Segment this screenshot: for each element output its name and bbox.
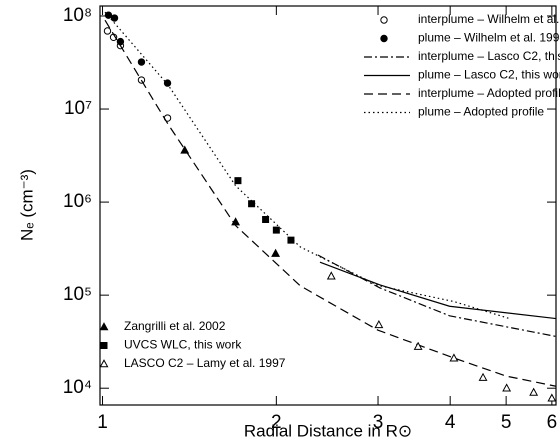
legend-label: UVCS WLC, this work	[124, 338, 242, 352]
marker	[272, 226, 280, 234]
marker	[529, 387, 539, 396]
marker	[234, 177, 242, 185]
legend-label: plume – Lasco C2, this work	[418, 68, 560, 82]
marker	[413, 341, 423, 350]
y-tick-label: 10⁶	[63, 191, 92, 212]
x-tick-label: 2	[271, 412, 282, 433]
marker	[163, 79, 172, 87]
line	[104, 11, 510, 320]
marker	[116, 37, 125, 46]
legend-label: plume – Wilhelm et al. 1998	[418, 31, 560, 45]
y-tick-label: 10⁷	[64, 98, 92, 119]
legend-swatch	[380, 16, 388, 24]
plot-frame	[99, 5, 557, 406]
legend-swatch	[99, 359, 109, 368]
marker	[326, 271, 336, 280]
x-axis-label: Radial Distance in R⊙	[244, 421, 412, 440]
x-tick-label: 5	[501, 412, 512, 433]
marker	[110, 14, 119, 22]
line	[104, 19, 557, 387]
legend-swatch	[99, 322, 109, 331]
legend-swatch	[100, 342, 108, 349]
x-tick-label: 4	[445, 412, 456, 433]
marker	[103, 27, 112, 35]
y-tick-label: 10⁴	[63, 377, 92, 398]
x-tick-label: 1	[97, 412, 108, 433]
marker	[478, 372, 488, 381]
legend-label: interplume – Wilhelm et al. 1998	[418, 12, 560, 26]
marker	[271, 248, 281, 257]
marker	[180, 145, 190, 154]
x-tick-label: 6	[547, 412, 558, 433]
legend-label: interplume – Lasco C2, this work	[418, 49, 560, 63]
marker	[104, 11, 113, 19]
marker	[502, 383, 512, 392]
marker	[547, 393, 557, 402]
marker	[449, 353, 459, 362]
marker	[137, 58, 146, 66]
legend-label: interplume – Adopted profile	[418, 86, 560, 100]
marker	[374, 319, 384, 329]
y-tick-label: 10⁸	[63, 5, 92, 26]
legend-label: Zangrilli et al. 2002	[124, 319, 226, 333]
line	[319, 261, 557, 320]
legend-label: plume – Adopted profile	[418, 105, 544, 119]
y-tick-label: 10⁵	[63, 284, 92, 305]
legend-label: LASCO C2 – Lamy et al. 1997	[124, 356, 286, 370]
legend-swatch	[380, 34, 388, 43]
x-tick-label: 3	[373, 412, 384, 433]
marker	[231, 217, 241, 226]
y-axis-label: Nₑ (cm⁻³)	[17, 169, 36, 241]
line	[317, 254, 557, 338]
marker	[248, 200, 256, 208]
marker	[287, 236, 295, 244]
marker	[262, 216, 270, 224]
